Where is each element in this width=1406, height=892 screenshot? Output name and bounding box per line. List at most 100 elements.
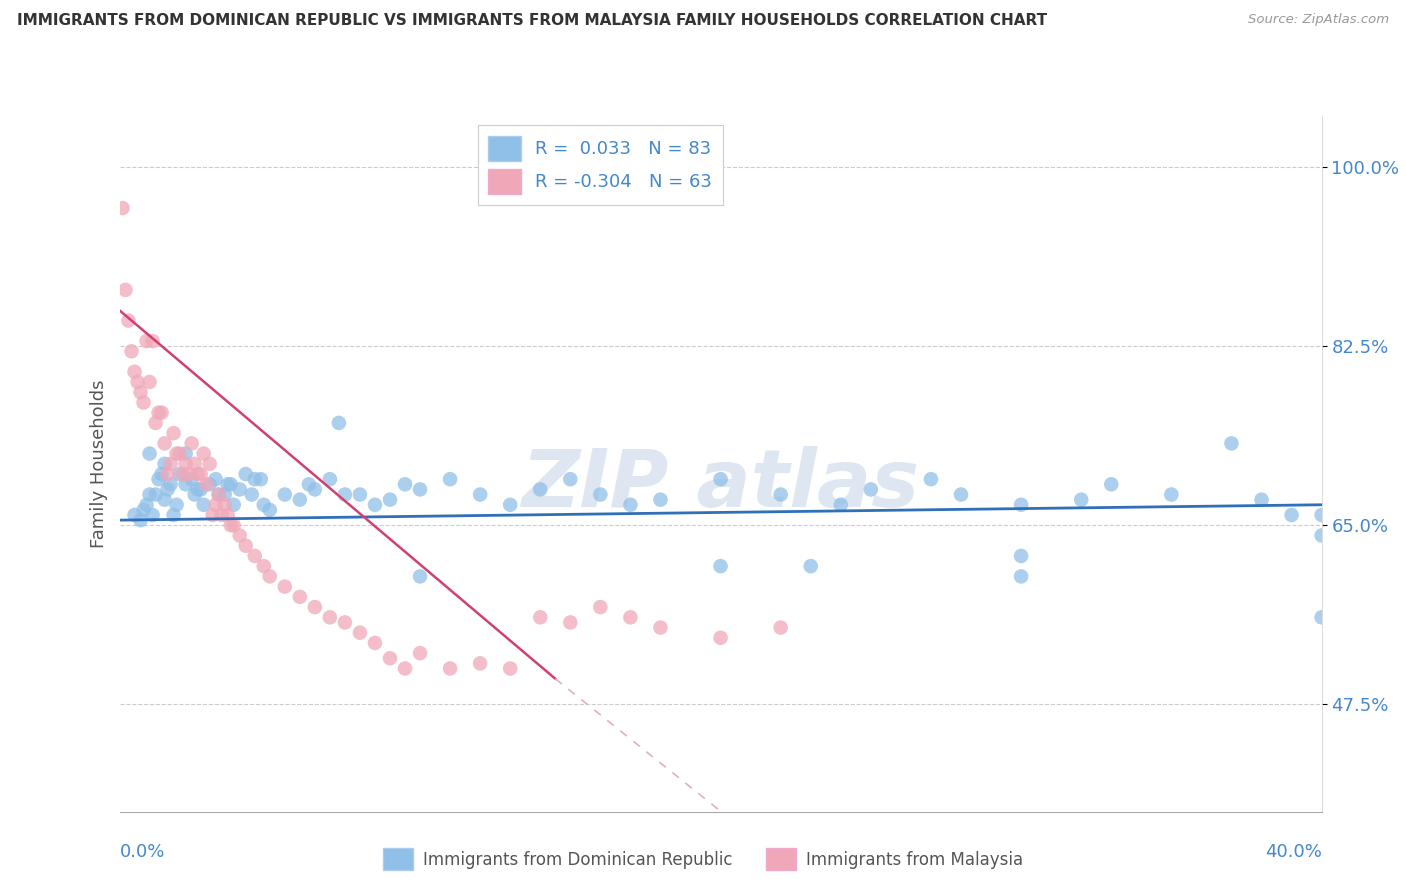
Point	[174, 447, 197, 461]
Point	[409, 483, 432, 497]
Point	[1160, 487, 1182, 501]
Point	[193, 498, 215, 512]
Point	[190, 467, 212, 481]
Point	[1310, 508, 1333, 522]
Point	[162, 426, 184, 441]
Point	[589, 487, 612, 501]
Point	[174, 457, 197, 471]
Point	[156, 467, 179, 481]
Point	[217, 477, 239, 491]
Point	[150, 467, 173, 481]
Point	[529, 483, 551, 497]
Point	[201, 508, 224, 522]
Point	[129, 513, 152, 527]
Point	[138, 375, 160, 389]
Point	[288, 492, 311, 507]
Point	[211, 508, 233, 522]
Point	[187, 467, 209, 481]
Point	[333, 487, 356, 501]
Point	[153, 457, 176, 471]
Point	[132, 503, 155, 517]
Point	[364, 636, 387, 650]
Point	[166, 447, 188, 461]
Point	[253, 559, 276, 574]
Point	[187, 483, 209, 497]
Point	[142, 334, 165, 348]
Point	[195, 477, 218, 491]
Point	[169, 447, 191, 461]
Point	[409, 569, 432, 583]
Point	[950, 487, 973, 501]
Point	[166, 498, 188, 512]
Point	[148, 406, 170, 420]
Point	[172, 467, 194, 481]
Point	[1099, 477, 1122, 491]
Point	[159, 477, 181, 491]
Point	[274, 580, 297, 594]
Point	[153, 492, 176, 507]
Point	[159, 457, 181, 471]
Point	[409, 646, 432, 660]
Point	[1070, 492, 1092, 507]
Point	[319, 610, 342, 624]
Legend: Immigrants from Dominican Republic, Immigrants from Malaysia: Immigrants from Dominican Republic, Immi…	[377, 842, 1029, 877]
Point	[319, 472, 342, 486]
Point	[378, 492, 401, 507]
Point	[204, 472, 226, 486]
Point	[1010, 498, 1032, 512]
Point	[193, 447, 215, 461]
Point	[249, 472, 271, 486]
Point	[830, 498, 852, 512]
Point	[219, 477, 242, 491]
Point	[650, 492, 672, 507]
Point	[1310, 610, 1333, 624]
Point	[328, 416, 350, 430]
Point	[138, 487, 160, 501]
Point	[1310, 528, 1333, 542]
Point	[333, 615, 356, 630]
Point	[235, 467, 257, 481]
Point	[228, 483, 252, 497]
Point	[228, 528, 252, 542]
Point	[619, 498, 641, 512]
Point	[394, 661, 416, 675]
Point	[208, 487, 231, 501]
Point	[769, 487, 792, 501]
Point	[560, 472, 582, 486]
Point	[117, 313, 139, 327]
Point	[499, 661, 522, 675]
Point	[529, 610, 551, 624]
Point	[235, 539, 257, 553]
Point	[298, 477, 321, 491]
Point	[214, 487, 236, 501]
Text: 0.0%: 0.0%	[120, 843, 165, 861]
Point	[177, 467, 200, 481]
Point	[162, 508, 184, 522]
Point	[129, 385, 152, 400]
Point	[180, 472, 202, 486]
Point	[1010, 569, 1032, 583]
Text: Source: ZipAtlas.com: Source: ZipAtlas.com	[1249, 13, 1389, 27]
Point	[243, 549, 266, 563]
Point	[439, 472, 461, 486]
Point	[709, 559, 731, 574]
Point	[439, 661, 461, 675]
Point	[499, 498, 522, 512]
Point	[198, 457, 221, 471]
Point	[349, 487, 371, 501]
Point	[183, 457, 205, 471]
Point	[378, 651, 401, 665]
Point	[800, 559, 823, 574]
Point	[274, 487, 297, 501]
Point	[364, 498, 387, 512]
Point	[183, 487, 205, 501]
Point	[1220, 436, 1243, 450]
Point	[156, 483, 179, 497]
Point	[859, 483, 882, 497]
Point	[349, 625, 371, 640]
Point	[135, 334, 157, 348]
Point	[589, 600, 612, 615]
Point	[619, 610, 641, 624]
Point	[650, 621, 672, 635]
Point	[259, 569, 281, 583]
